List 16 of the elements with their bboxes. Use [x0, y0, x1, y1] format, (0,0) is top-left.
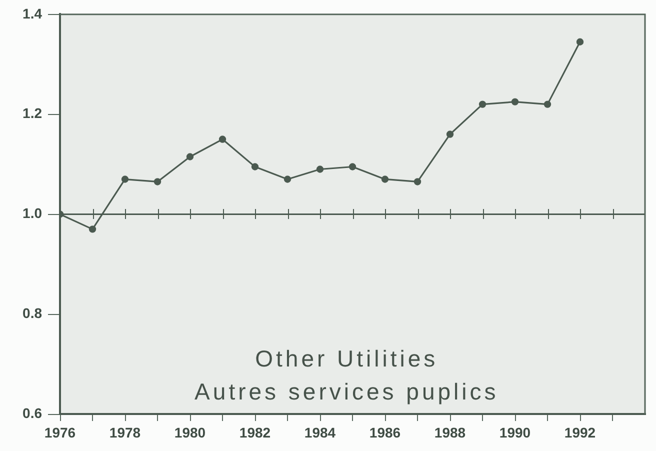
- text: Autres services puplics: [194, 378, 499, 404]
- x-tick-label: 1992: [564, 424, 596, 440]
- x-tick-label: 1984: [304, 424, 336, 440]
- x-tick-label: 1988: [434, 424, 466, 440]
- x-tick-label: 1976: [44, 424, 76, 440]
- y-tick-label: 0.8: [22, 304, 42, 321]
- y-tick-label: 0.6: [22, 404, 42, 421]
- text: Other Utilities: [255, 345, 438, 372]
- x-tick-label: 1980: [174, 424, 206, 440]
- x-tick-label: 1978: [109, 424, 141, 440]
- y-tick-label: 1.2: [22, 105, 42, 122]
- y-tick-label: 1.0: [22, 205, 42, 222]
- x-tick-label: 1990: [499, 424, 531, 440]
- x-tick-label: 1982: [239, 424, 271, 440]
- x-tick-label: 1986: [369, 424, 401, 440]
- y-tick-label: 1.4: [22, 5, 42, 22]
